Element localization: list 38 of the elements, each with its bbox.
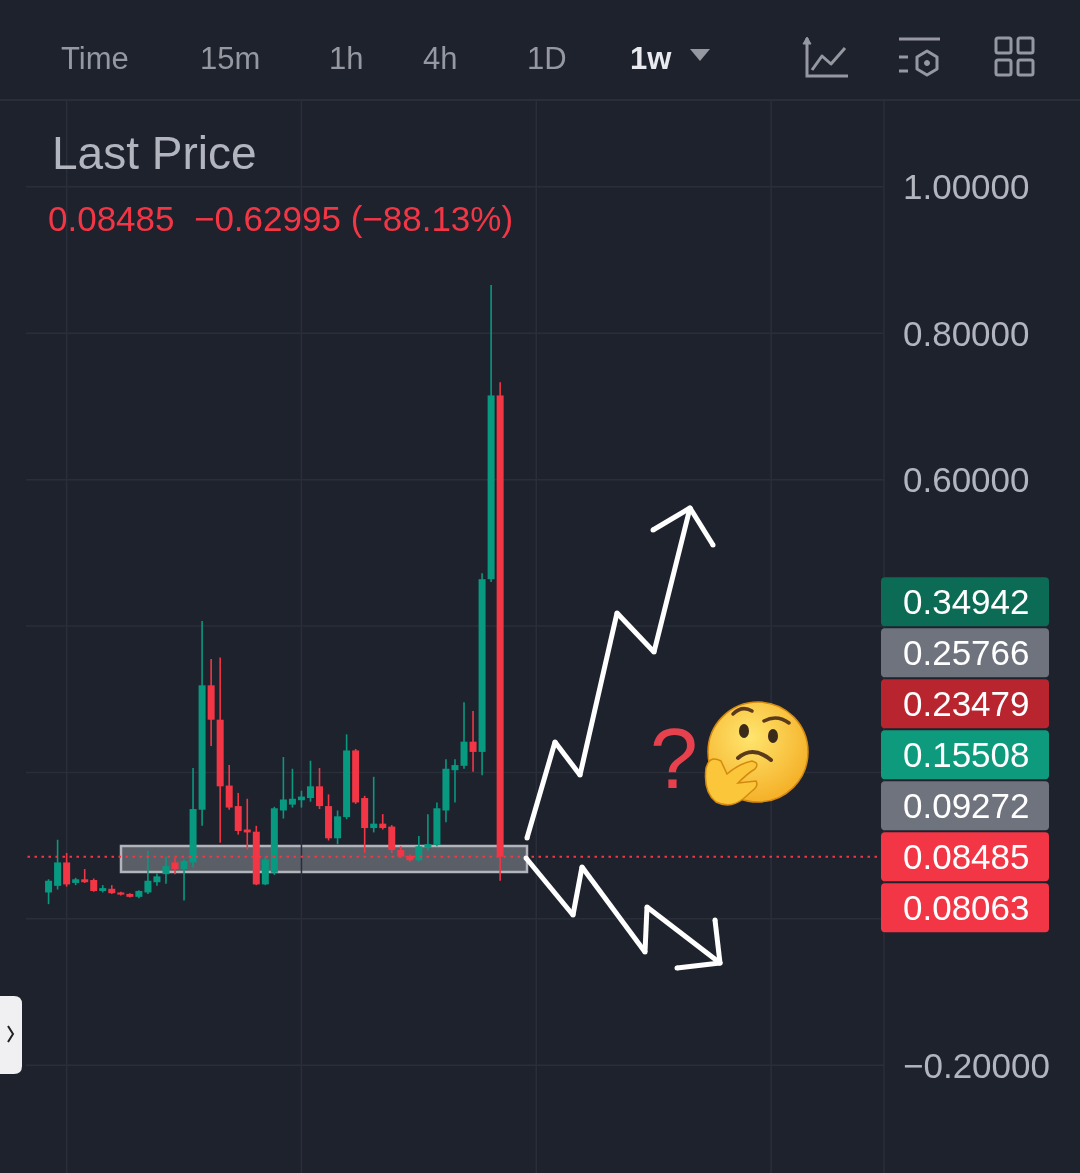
text: 0.08063 — [903, 888, 1030, 928]
candlestick — [279, 756, 287, 820]
candlestick — [225, 764, 233, 811]
text: 1D — [527, 41, 567, 76]
candlestick — [424, 813, 432, 852]
candlestick — [415, 835, 423, 863]
candlestick — [288, 767, 296, 809]
text: 0.15508 — [903, 735, 1030, 775]
candlestick — [162, 855, 170, 885]
annotation: ? — [650, 710, 698, 806]
candlestick — [334, 809, 342, 845]
candlestick — [370, 776, 378, 834]
candlestick — [379, 813, 387, 831]
candlestick — [388, 824, 396, 854]
candlestick — [306, 759, 314, 803]
text: 0.08485 −0.62995 (−88.13%) — [48, 199, 514, 238]
candlestick — [469, 710, 477, 773]
y-tick-label: −0.20000 — [903, 1045, 1050, 1085]
candlestick — [144, 849, 152, 895]
text: 1h — [329, 41, 364, 76]
text: Last Price — [52, 127, 257, 179]
text: 0.23479 — [903, 684, 1030, 724]
text: 0.25766 — [903, 633, 1030, 673]
candlestick — [180, 858, 188, 902]
candlestick — [45, 878, 53, 905]
candlestick — [316, 767, 324, 810]
candlestick — [54, 838, 62, 891]
y-tick-label: 0.60000 — [903, 460, 1030, 500]
text: 0.34942 — [903, 582, 1030, 622]
text: 15m — [200, 41, 261, 76]
text: Time — [61, 41, 129, 76]
ref-line-label: 0.08485 — [903, 837, 1030, 877]
y-tick-label: 0.80000 — [903, 313, 1030, 353]
text: 1w — [630, 41, 673, 76]
text: 4h — [423, 41, 458, 76]
text: 0.09272 — [903, 786, 1030, 826]
y-tick-label: 1.00000 — [903, 167, 1030, 207]
candlestick — [451, 758, 459, 804]
